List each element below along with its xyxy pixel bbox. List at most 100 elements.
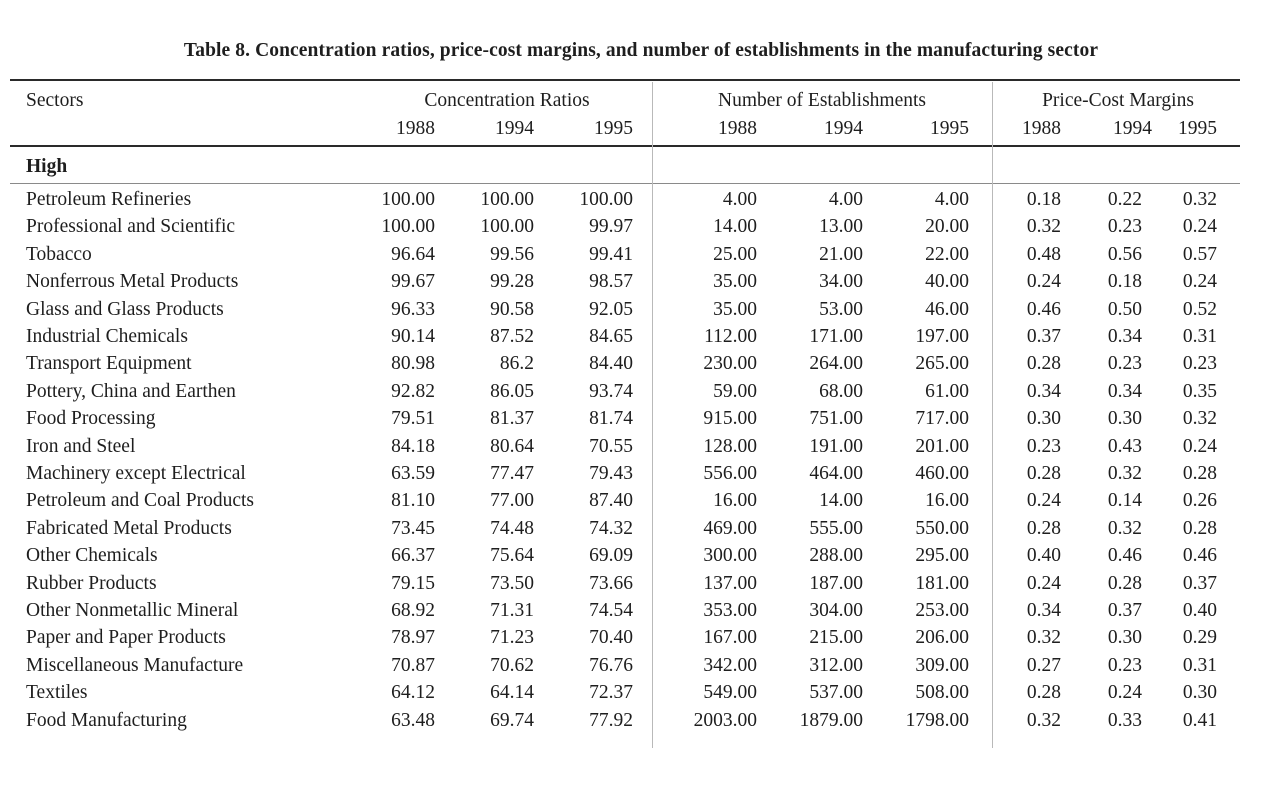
cr-value-cell: 70.62 (490, 654, 534, 676)
pcm-value-cell: 0.37 (1182, 572, 1217, 594)
ne-value-cell: 353.00 (703, 600, 757, 621)
cr-value-cell: 100.00 (579, 189, 633, 210)
cr-value-cell: 81.10 (391, 490, 435, 512)
year-header: 1994 (1113, 118, 1152, 139)
ne-value-cell: 20.00 (925, 216, 969, 238)
pcm-value-cell: 0.40 (1026, 545, 1061, 567)
year-header: 1988 (1022, 118, 1061, 139)
cr-value-cell: 96.33 (391, 298, 435, 320)
year-header: 1988 (718, 118, 757, 139)
cr-value-cell: 86.05 (490, 380, 534, 402)
cr-value-cell: 77.00 (490, 490, 534, 512)
ne-value-cell: 40.00 (925, 271, 969, 293)
pcm-value-cell: 0.14 (1107, 490, 1142, 512)
ne-value-cell: 550.00 (915, 517, 969, 539)
cr-value-cell: 70.55 (589, 435, 633, 457)
pcm-value-cell: 0.29 (1182, 627, 1217, 649)
cr-value-cell: 77.92 (589, 709, 633, 731)
pcm-value-cell: 0.18 (1107, 271, 1142, 293)
year-header: 1994 (824, 118, 863, 139)
pcm-value-cell: 0.32 (1026, 216, 1061, 238)
sector-name-cell: Textiles (26, 682, 88, 704)
pcm-value-cell: 0.24 (1182, 435, 1217, 457)
ne-value-cell: 464.00 (809, 463, 863, 484)
cr-value-cell: 87.40 (589, 490, 633, 512)
cr-value-cell: 93.74 (589, 380, 633, 402)
pcm-value-cell: 0.56 (1107, 243, 1142, 265)
sector-name-cell: Tobacco (26, 243, 92, 265)
sector-name-cell: Transport Equipment (26, 353, 192, 375)
ne-value-cell: 14.00 (819, 490, 863, 512)
cr-value-cell: 77.47 (490, 463, 534, 484)
cr-value-cell: 73.66 (589, 572, 633, 594)
cr-value-cell: 100.00 (381, 189, 435, 210)
group-header-margins: Price-Cost Margins (1042, 90, 1194, 111)
pcm-value-cell: 0.24 (1026, 572, 1061, 594)
cr-value-cell: 74.32 (589, 517, 633, 539)
pcm-value-cell: 0.46 (1107, 545, 1142, 567)
pcm-value-cell: 0.30 (1107, 408, 1142, 430)
ne-value-cell: 264.00 (809, 353, 863, 375)
ne-value-cell: 167.00 (703, 627, 757, 649)
sector-name-cell: Paper and Paper Products (26, 627, 226, 649)
year-header: 1988 (396, 118, 435, 139)
ne-value-cell: 508.00 (915, 682, 969, 704)
sector-name-cell: Industrial Chemicals (26, 326, 188, 347)
pcm-value-cell: 0.28 (1026, 353, 1061, 375)
pcm-value-cell: 0.28 (1182, 517, 1217, 539)
header-rule (10, 145, 1240, 147)
sector-name-cell: Miscellaneous Manufacture (26, 654, 244, 676)
ne-value-cell: 35.00 (713, 298, 757, 320)
ne-value-cell: 215.00 (809, 627, 863, 649)
ne-value-cell: 16.00 (713, 490, 757, 512)
pcm-value-cell: 0.24 (1182, 216, 1217, 238)
cr-value-cell: 100.00 (381, 216, 435, 238)
cr-value-cell: 72.37 (589, 682, 633, 704)
top-rule (10, 79, 1240, 81)
ne-value-cell: 469.00 (703, 517, 757, 539)
ne-value-cell: 128.00 (703, 435, 757, 457)
pcm-value-cell: 0.32 (1026, 709, 1061, 731)
table-title: Table 8. Concentration ratios, price-cos… (183, 40, 1099, 61)
cr-value-cell: 81.37 (490, 408, 534, 430)
pcm-value-cell: 0.46 (1182, 545, 1217, 567)
cr-value-cell: 76.76 (589, 654, 633, 676)
cr-value-cell: 86.2 (499, 353, 534, 375)
cr-value-cell: 99.41 (589, 243, 633, 265)
ne-value-cell: 25.00 (713, 243, 757, 265)
pcm-value-cell: 0.40 (1182, 600, 1217, 621)
ne-value-cell: 2003.00 (693, 709, 757, 731)
ne-value-cell: 171.00 (809, 326, 863, 347)
ne-value-cell: 300.00 (703, 545, 757, 567)
sector-name-cell: Other Nonmetallic Mineral (26, 600, 239, 621)
ne-value-cell: 181.00 (915, 572, 969, 594)
pcm-value-cell: 0.28 (1026, 517, 1061, 539)
ne-value-cell: 253.00 (915, 600, 969, 621)
ne-value-cell: 537.00 (809, 682, 863, 704)
cr-value-cell: 63.59 (391, 463, 435, 484)
column-divider (992, 82, 993, 748)
cr-value-cell: 71.31 (490, 600, 534, 621)
pcm-value-cell: 0.33 (1107, 709, 1142, 731)
group-header-concentration: Concentration Ratios (424, 90, 590, 111)
pcm-value-cell: 0.57 (1182, 243, 1217, 265)
pcm-value-cell: 0.34 (1026, 600, 1061, 621)
ne-value-cell: 112.00 (704, 326, 757, 347)
sector-name-cell: Petroleum and Coal Products (26, 490, 255, 512)
sector-name-cell: Pottery, China and Earthen (26, 380, 236, 402)
group-header-establishments: Number of Establishments (718, 90, 926, 111)
sector-name-cell: Fabricated Metal Products (26, 517, 232, 539)
ne-value-cell: 46.00 (925, 298, 969, 320)
cr-value-cell: 90.58 (490, 298, 534, 320)
ne-value-cell: 4.00 (828, 189, 863, 210)
pcm-value-cell: 0.30 (1107, 627, 1142, 649)
pcm-value-cell: 0.31 (1182, 654, 1217, 676)
ne-value-cell: 197.00 (915, 326, 969, 347)
ne-value-cell: 556.00 (703, 463, 757, 484)
pcm-value-cell: 0.37 (1107, 600, 1142, 621)
cr-value-cell: 96.64 (391, 243, 435, 265)
ne-value-cell: 230.00 (703, 353, 757, 375)
cr-value-cell: 64.12 (391, 682, 435, 704)
cr-value-cell: 87.52 (490, 326, 534, 347)
ne-value-cell: 187.00 (809, 572, 863, 594)
